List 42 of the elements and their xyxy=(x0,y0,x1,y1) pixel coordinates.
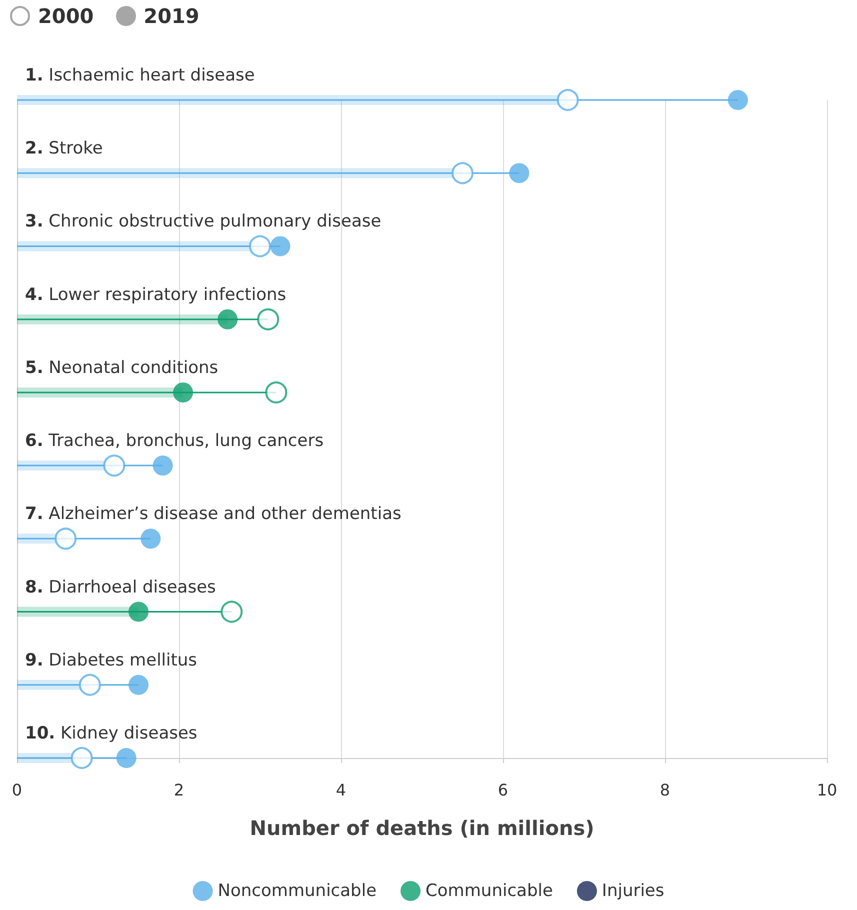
point xyxy=(103,454,126,477)
x-tick-label: 10 xyxy=(816,780,838,800)
point xyxy=(70,747,93,769)
point xyxy=(78,674,101,696)
y-tick-label: 9. Diabetes mellitus xyxy=(25,650,198,670)
legend-label: Noncommunicable xyxy=(218,881,377,901)
point xyxy=(220,600,243,623)
legend-label: Injuries xyxy=(602,881,664,901)
y-tick-label: 8. Diarrhoeal diseases xyxy=(25,577,216,598)
x-tick-label: 4 xyxy=(336,780,346,800)
point xyxy=(128,602,148,622)
legend-label: Communicable xyxy=(426,881,553,901)
point xyxy=(265,381,288,404)
point xyxy=(556,89,579,111)
point xyxy=(728,90,748,110)
y-tick-label: 2. Stroke xyxy=(25,138,103,159)
x-tick-label: 8 xyxy=(660,780,670,800)
point xyxy=(116,748,136,768)
point xyxy=(257,308,280,330)
point xyxy=(270,236,290,256)
y-tick-label: 7. Alzheimer’s disease and other dementias xyxy=(25,504,402,524)
x-axis-title: Number of deaths (in millions) xyxy=(250,816,594,840)
y-tick-label: 6. Trachea, bronchus, lung cancers xyxy=(25,431,324,452)
y-tick-label: 3. Chronic obstructive pulmonary disease xyxy=(25,212,382,232)
point xyxy=(509,163,530,184)
point xyxy=(140,528,161,549)
y-tick-label: 5. Neonatal conditions xyxy=(25,358,218,378)
x-tick-label: 2 xyxy=(174,780,184,800)
point xyxy=(249,235,271,258)
y-tick-label: 1. Ischaemic heart disease xyxy=(25,66,255,86)
text: 2000 xyxy=(38,4,94,28)
point xyxy=(54,528,77,550)
y-tick-label: 10. Kidney diseases xyxy=(25,724,198,744)
point xyxy=(218,309,238,330)
point xyxy=(152,456,173,476)
y-tick-label: 4. Lower respiratory infections xyxy=(25,284,286,305)
point xyxy=(173,382,194,402)
text: 2019 xyxy=(144,4,200,28)
x-tick-label: 0 xyxy=(12,780,22,800)
x-tick-label: 6 xyxy=(498,780,508,800)
point xyxy=(452,162,474,184)
point xyxy=(128,674,148,695)
